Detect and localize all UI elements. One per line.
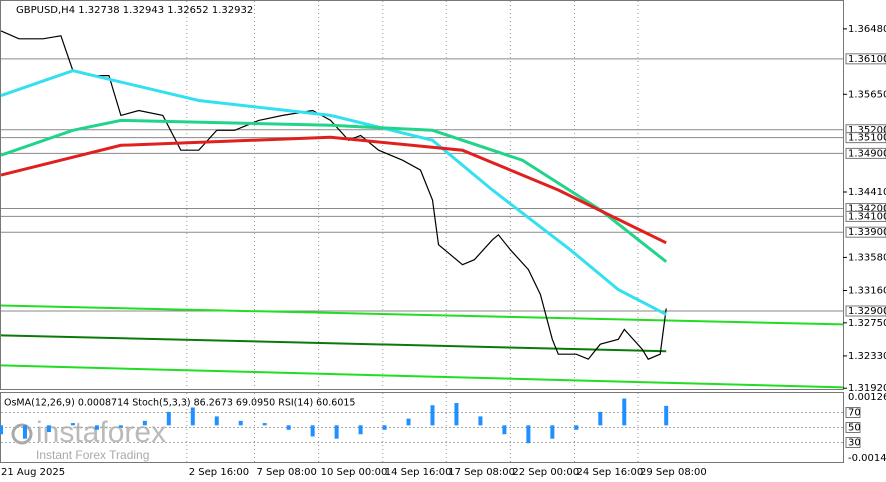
x-tick-label: 21 Aug 2025 (1, 467, 65, 478)
osma-bar (190, 407, 195, 426)
osc-tick-label: -0.001465 (848, 453, 886, 464)
osma-bar (406, 418, 411, 426)
level-label: 1.34200 (848, 204, 886, 215)
level-box (845, 147, 886, 159)
oscillator-title: OsMA(12,26,9) 0.0008714 Stoch(5,3,3) 86.… (4, 398, 355, 409)
level-label: 1.32900 (848, 306, 886, 317)
stoch-level-label: 50 (848, 423, 861, 434)
level-label: 1.33900 (848, 227, 886, 238)
y-tick-label: 1.35650 (848, 89, 886, 100)
osma-bar (382, 425, 387, 430)
level-box (845, 422, 861, 433)
osma-bar (166, 411, 171, 426)
osma-bar (310, 425, 315, 437)
osma-bar (478, 416, 483, 426)
x-tick-label: 17 Sep 08:00 (448, 467, 515, 478)
osma-bar (0, 425, 3, 435)
osma-bar (118, 425, 123, 428)
osma-bar (358, 425, 363, 435)
y-tick-label: 1.32330 (848, 351, 886, 362)
osma-bar (262, 423, 267, 426)
osma-bar (454, 403, 459, 426)
y-tick-label: 1.33580 (848, 252, 886, 263)
y-tick-label: 1.34410 (848, 187, 886, 198)
level-box (845, 226, 886, 238)
moving-average (0, 69, 667, 316)
osma-bar (334, 425, 339, 439)
osma-bar (550, 425, 555, 439)
osma-bar (526, 425, 531, 444)
chart-title: GBPUSD,H4 1.32738 1.32943 1.32652 1.3293… (16, 5, 253, 16)
osma-bar (574, 425, 579, 430)
y-tick-label: 1.31920 (848, 383, 886, 394)
level-box (845, 305, 886, 317)
osma-bar (22, 425, 27, 439)
osma-bar (70, 423, 75, 426)
level-box (845, 132, 886, 144)
level-label: 1.34900 (848, 148, 886, 159)
level-box (845, 407, 861, 418)
osma-bar (238, 420, 243, 426)
price-pane (0, 0, 844, 390)
y-tick-label: 1.36480 (848, 24, 886, 35)
osma-bar (502, 425, 507, 435)
price-line (0, 30, 667, 360)
watermark-slogan: Instant Forex Trading (36, 448, 149, 462)
osma-bar (94, 425, 99, 430)
trend-line (0, 364, 844, 389)
osma-bar (142, 420, 147, 426)
y-tick-label: 1.32750 (848, 318, 886, 329)
level-label: 1.35200 (848, 125, 886, 136)
x-tick-label: 14 Sep 16:00 (385, 467, 452, 478)
osma-bar (598, 411, 603, 426)
trend-line (0, 304, 844, 326)
osma-bar (286, 425, 291, 430)
x-tick-label: 24 Sep 16:00 (577, 467, 644, 478)
y-tick-label: 1.33160 (848, 286, 886, 297)
stoch-level-label: 30 (848, 438, 861, 449)
level-label: 1.34100 (848, 211, 886, 222)
x-tick-label: 10 Sep 00:00 (321, 467, 388, 478)
trend-line (0, 334, 667, 353)
x-tick-label: 22 Sep 00:00 (512, 467, 579, 478)
moving-average (0, 118, 668, 263)
level-box (845, 437, 861, 448)
osma-bar (622, 398, 627, 426)
x-tick-label: 7 Sep 08:00 (256, 467, 316, 478)
x-tick-label: 2 Sep 16:00 (189, 467, 249, 478)
osma-bar (214, 416, 219, 426)
level-label: 1.36100 (848, 54, 886, 65)
level-box (845, 210, 886, 222)
moving-average (0, 135, 667, 245)
osc-tick-label: 0.001269 (848, 392, 886, 403)
osma-bar (664, 405, 669, 426)
level-label: 1.35100 (848, 133, 886, 144)
osma-bar (430, 405, 435, 426)
x-tick-label: 29 Sep 08:00 (640, 467, 707, 478)
osma-bar (46, 425, 51, 433)
stoch-level-label: 70 (848, 408, 861, 419)
level-box (845, 53, 886, 65)
